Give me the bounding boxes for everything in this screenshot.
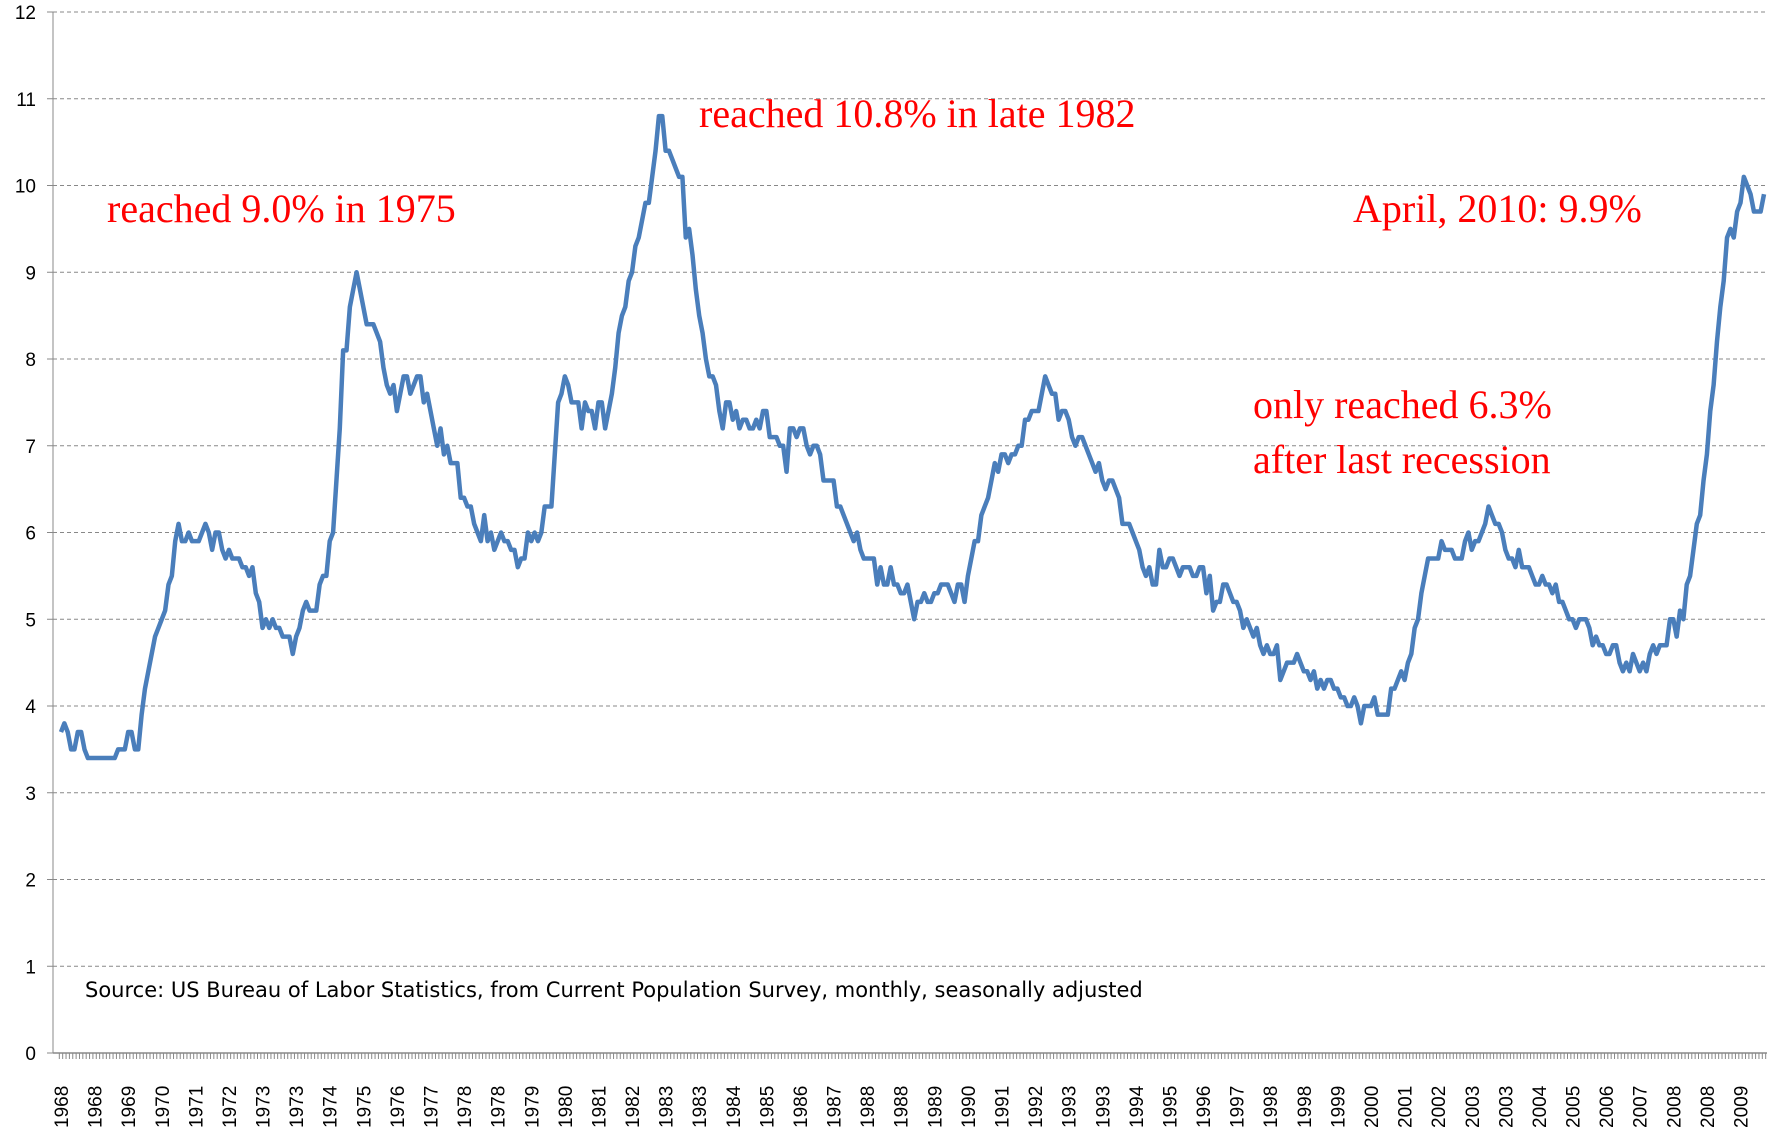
y-tick-label: 7 [25, 437, 36, 458]
x-tick-label: 1981 [589, 1086, 610, 1128]
y-tick-label: 11 [16, 90, 36, 111]
x-tick-label: 2009 [1731, 1086, 1752, 1128]
x-tick-label: 1974 [321, 1085, 342, 1128]
x-tick-label: 1976 [388, 1086, 409, 1128]
x-tick-label: 1988 [892, 1086, 913, 1128]
x-tick-label: 1995 [1160, 1086, 1181, 1128]
x-tick-label: 1970 [153, 1086, 174, 1128]
x-tick-label: 2000 [1362, 1086, 1383, 1128]
x-tick-label: 1982 [623, 1086, 644, 1128]
x-tick-label: 1973 [254, 1086, 275, 1128]
x-tick-label: 1977 [421, 1086, 442, 1128]
annotation: reached 10.8% in late 1982 [699, 91, 1136, 136]
data-line [58, 113, 1767, 761]
x-axis-ticks [58, 1053, 1767, 1059]
x-tick-label: 2004 [1530, 1085, 1551, 1128]
x-tick-label: 1983 [657, 1086, 678, 1128]
y-tick-label: 8 [25, 350, 36, 371]
x-tick-label: 2007 [1631, 1086, 1652, 1128]
x-tick-label: 2006 [1597, 1086, 1618, 1128]
x-tick-label: 1983 [690, 1086, 711, 1128]
y-tick-label: 12 [15, 3, 36, 24]
annotation: April, 2010: 9.9% [1353, 186, 1642, 231]
y-tick-label: 4 [25, 697, 36, 718]
x-tick-label: 1984 [724, 1085, 745, 1128]
x-tick-label: 2001 [1396, 1086, 1417, 1128]
y-tick-label: 1 [25, 957, 36, 978]
y-tick-label: 6 [25, 524, 36, 545]
x-tick-label: 2003 [1463, 1086, 1484, 1128]
x-tick-label: 1968 [52, 1086, 73, 1128]
x-tick-label: 1968 [86, 1086, 107, 1128]
x-tick-label: 1972 [220, 1086, 241, 1128]
x-tick-label: 1998 [1295, 1086, 1316, 1128]
x-tick-label: 2003 [1496, 1086, 1517, 1128]
annotation: reached 9.0% in 1975 [107, 186, 456, 231]
x-tick-label: 1980 [556, 1086, 577, 1128]
y-tick-label: 9 [25, 263, 36, 284]
x-tick-label: 1991 [993, 1086, 1014, 1128]
x-tick-label: 1990 [959, 1086, 980, 1128]
y-tick-label: 5 [25, 610, 36, 631]
y-tick-label: 3 [25, 784, 36, 805]
x-tick-label: 1988 [858, 1086, 879, 1128]
x-tick-label: 1997 [1228, 1086, 1249, 1128]
x-tick-label: 1992 [1026, 1086, 1047, 1128]
x-tick-label: 1993 [1060, 1086, 1081, 1128]
x-tick-label: 1971 [186, 1086, 207, 1128]
y-tick-label: 10 [15, 177, 36, 198]
x-tick-label: 1996 [1194, 1086, 1215, 1128]
source-note: Source: US Bureau of Labor Statistics, f… [85, 978, 1143, 1002]
y-tick-label: 0 [25, 1044, 36, 1065]
x-tick-label: 2008 [1698, 1086, 1719, 1128]
x-tick-label: 1986 [791, 1086, 812, 1128]
x-tick-label: 1993 [1093, 1086, 1114, 1128]
x-tick-label: 1978 [489, 1086, 510, 1128]
y-tick-label: 2 [25, 871, 36, 892]
x-tick-label: 2005 [1564, 1086, 1585, 1128]
x-tick-label: 1979 [522, 1086, 543, 1128]
x-tick-label: 1987 [825, 1086, 846, 1128]
x-tick-label: 1975 [354, 1086, 375, 1128]
x-tick-label: 2008 [1664, 1086, 1685, 1128]
x-tick-label: 1985 [757, 1086, 778, 1128]
x-tick-label: 1978 [455, 1086, 476, 1128]
x-tick-label: 1994 [1127, 1085, 1148, 1128]
annotation: after last recession [1253, 437, 1551, 482]
x-tick-label: 1989 [925, 1086, 946, 1128]
x-tick-label: 1973 [287, 1086, 308, 1128]
x-tick-label: 1998 [1261, 1086, 1282, 1128]
x-tick-label: 1999 [1328, 1086, 1349, 1128]
x-tick-label: 2002 [1429, 1086, 1450, 1128]
x-tick-label: 1969 [119, 1086, 140, 1128]
annotation: only reached 6.3% [1253, 382, 1552, 427]
